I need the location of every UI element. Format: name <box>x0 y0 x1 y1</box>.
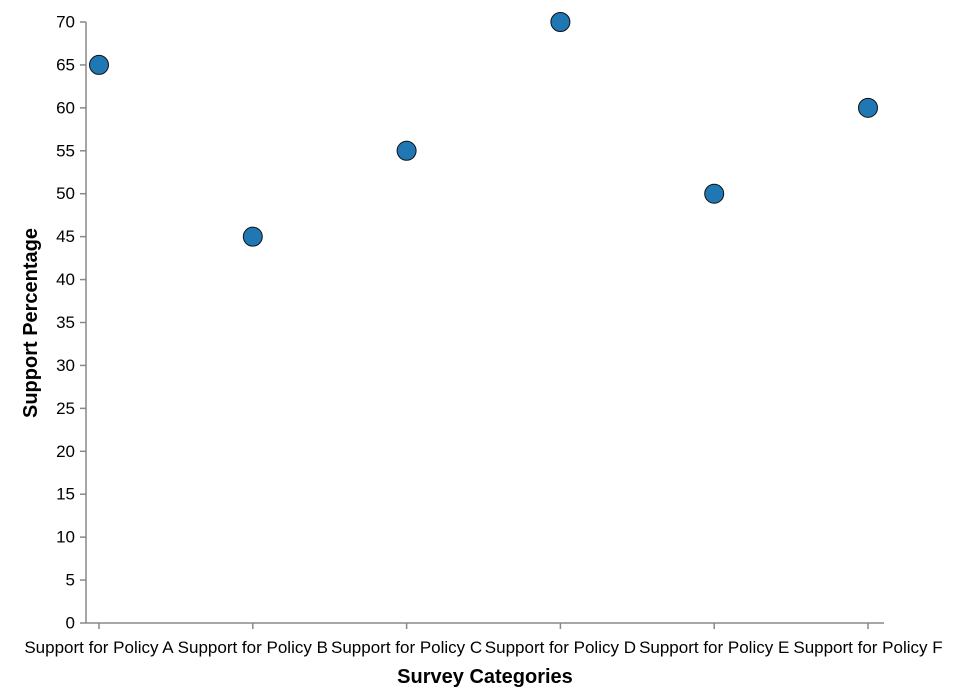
y-tick-label: 15 <box>56 485 75 504</box>
y-tick-label: 50 <box>56 184 75 203</box>
y-tick-label: 35 <box>56 313 75 332</box>
y-tick-label: 20 <box>56 442 75 461</box>
data-point <box>550 12 571 32</box>
y-tick-label: 55 <box>56 141 75 160</box>
data-point <box>242 226 263 247</box>
x-tick-label: Support for Policy D <box>485 638 636 657</box>
x-tick-label: Support for Policy B <box>178 638 328 657</box>
y-tick-label: 10 <box>56 528 75 547</box>
data-point <box>704 183 725 204</box>
x-tick-label: Support for Policy C <box>331 638 482 657</box>
y-tick-label: 40 <box>56 270 75 289</box>
x-tick-label: Support for Policy A <box>24 638 174 657</box>
x-axis-title: Survey Categories <box>397 666 573 688</box>
x-tick-label: Support for Policy F <box>793 638 942 657</box>
x-axis: Support for Policy A Support for Policy B… <box>24 622 943 657</box>
y-tick-label: 25 <box>56 399 75 418</box>
y-tick-label: 60 <box>56 98 75 117</box>
y-axis: 0 5 10 15 20 25 30 35 40 45 50 55 60 65 70 <box>56 13 87 633</box>
data-point <box>858 97 878 118</box>
y-tick-label: 70 <box>56 13 75 32</box>
data-point <box>89 54 109 75</box>
data-points <box>89 12 878 247</box>
y-tick-label: 65 <box>56 55 75 74</box>
data-point <box>396 140 417 161</box>
x-tick-label: Support for Policy E <box>639 638 789 657</box>
y-tick-label: 5 <box>66 571 75 590</box>
y-tick-label: 0 <box>66 614 75 633</box>
y-tick-label: 30 <box>56 356 75 375</box>
y-tick-label: 45 <box>56 227 75 246</box>
y-axis-title: Support Percentage <box>20 228 42 418</box>
